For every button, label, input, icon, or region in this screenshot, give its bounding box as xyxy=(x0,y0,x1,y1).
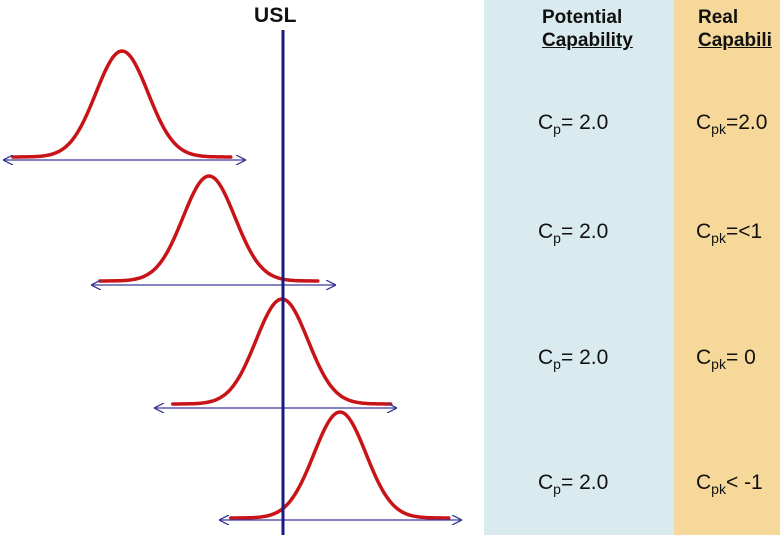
cp-value-row-1: Cp= 2.0 xyxy=(538,111,609,137)
cpk-value-row-3: Cpk= 0 xyxy=(696,346,756,372)
process-distribution-diagram xyxy=(0,30,484,535)
cpk-value-row-1: Cpk=2.0 xyxy=(696,111,768,137)
usl-label: USL xyxy=(254,4,297,27)
cpk-value-row-2: Cpk=<1 xyxy=(696,220,763,246)
potential-capability-panel: Potential Capability Cp= 2.0 Cp= 2.0 Cp=… xyxy=(484,0,674,535)
cp-value-row-2: Cp= 2.0 xyxy=(538,220,609,246)
real-header-line1: Real xyxy=(698,7,739,28)
distribution-2 xyxy=(92,174,335,285)
normal-curve-4 xyxy=(229,410,451,520)
distribution-3 xyxy=(155,297,396,408)
distribution-1 xyxy=(4,49,245,160)
real-capability-header: Real Capabili xyxy=(698,6,772,52)
cpk-value-row-4: Cpk< -1 xyxy=(696,471,763,497)
normal-curve-2 xyxy=(98,174,320,283)
cp-value-row-4: Cp= 2.0 xyxy=(538,471,609,497)
potential-capability-header: Potential Capability xyxy=(542,6,633,52)
cp-value-row-3: Cp= 2.0 xyxy=(538,346,609,372)
distribution-4 xyxy=(220,410,461,520)
normal-curve-1 xyxy=(11,49,233,159)
potential-header-line2: Capability xyxy=(542,30,633,51)
potential-header-line1: Potential xyxy=(542,7,623,28)
real-capability-panel: Real Capabili Cpk=2.0 Cpk=<1 Cpk= 0 Cpk<… xyxy=(674,0,780,535)
real-header-line2: Capabili xyxy=(698,30,772,51)
